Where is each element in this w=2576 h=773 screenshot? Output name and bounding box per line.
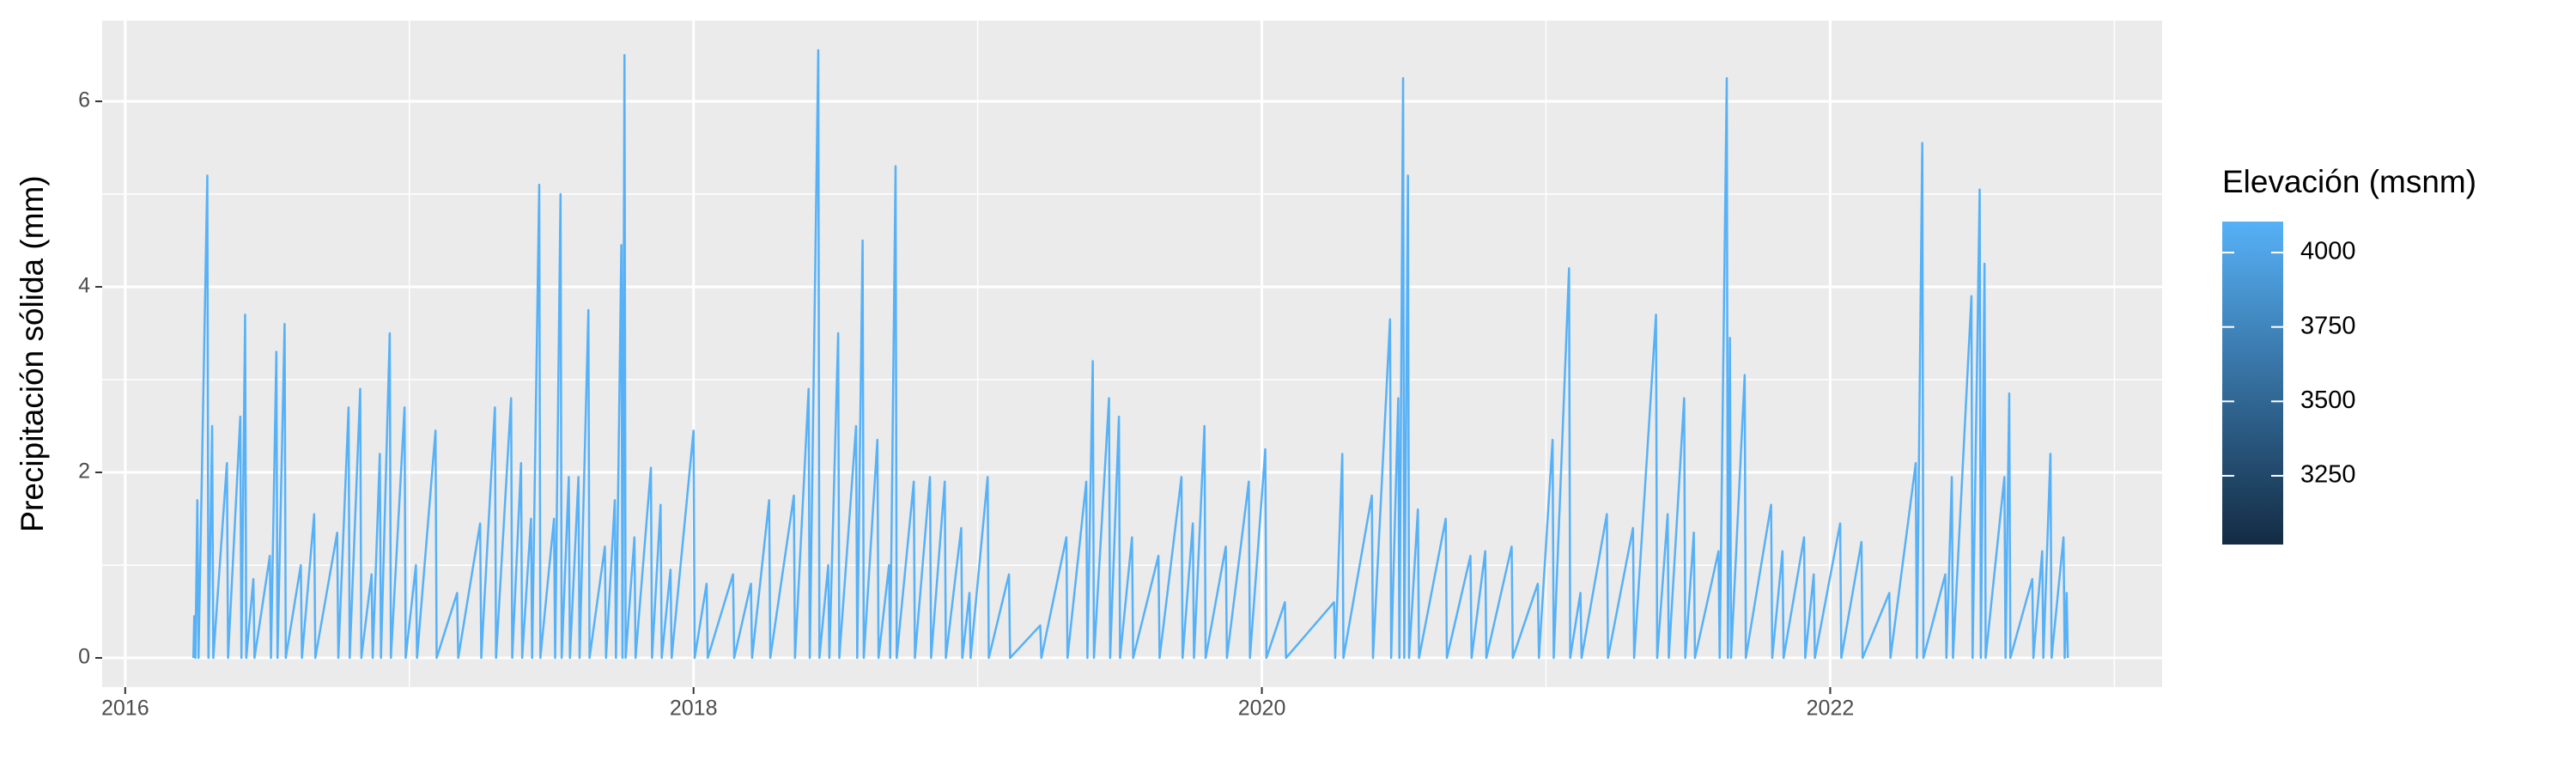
colorbar-tick-label: 3250 xyxy=(2300,461,2356,489)
colorbar-tick-label: 3750 xyxy=(2300,312,2356,339)
y-axis-title: Precipitación sólida (mm) xyxy=(15,175,50,532)
legend-title: Elevación (msnm) xyxy=(2222,164,2476,199)
y-tick-label: 6 xyxy=(78,88,90,113)
y-tick-label: 0 xyxy=(78,645,90,669)
x-tick-label: 2020 xyxy=(1238,697,1286,721)
colorbar-tick-label: 4000 xyxy=(2300,238,2356,265)
precip-line xyxy=(191,49,2069,660)
colorbar-tick-label: 3500 xyxy=(2300,386,2356,414)
x-tick-label: 2016 xyxy=(101,697,149,721)
colorbar xyxy=(2222,222,2283,545)
y-tick-label: 2 xyxy=(78,460,90,484)
x-tick-label: 2022 xyxy=(1807,697,1855,721)
x-tick-label: 2018 xyxy=(670,697,718,721)
y-tick-label: 4 xyxy=(78,274,90,298)
